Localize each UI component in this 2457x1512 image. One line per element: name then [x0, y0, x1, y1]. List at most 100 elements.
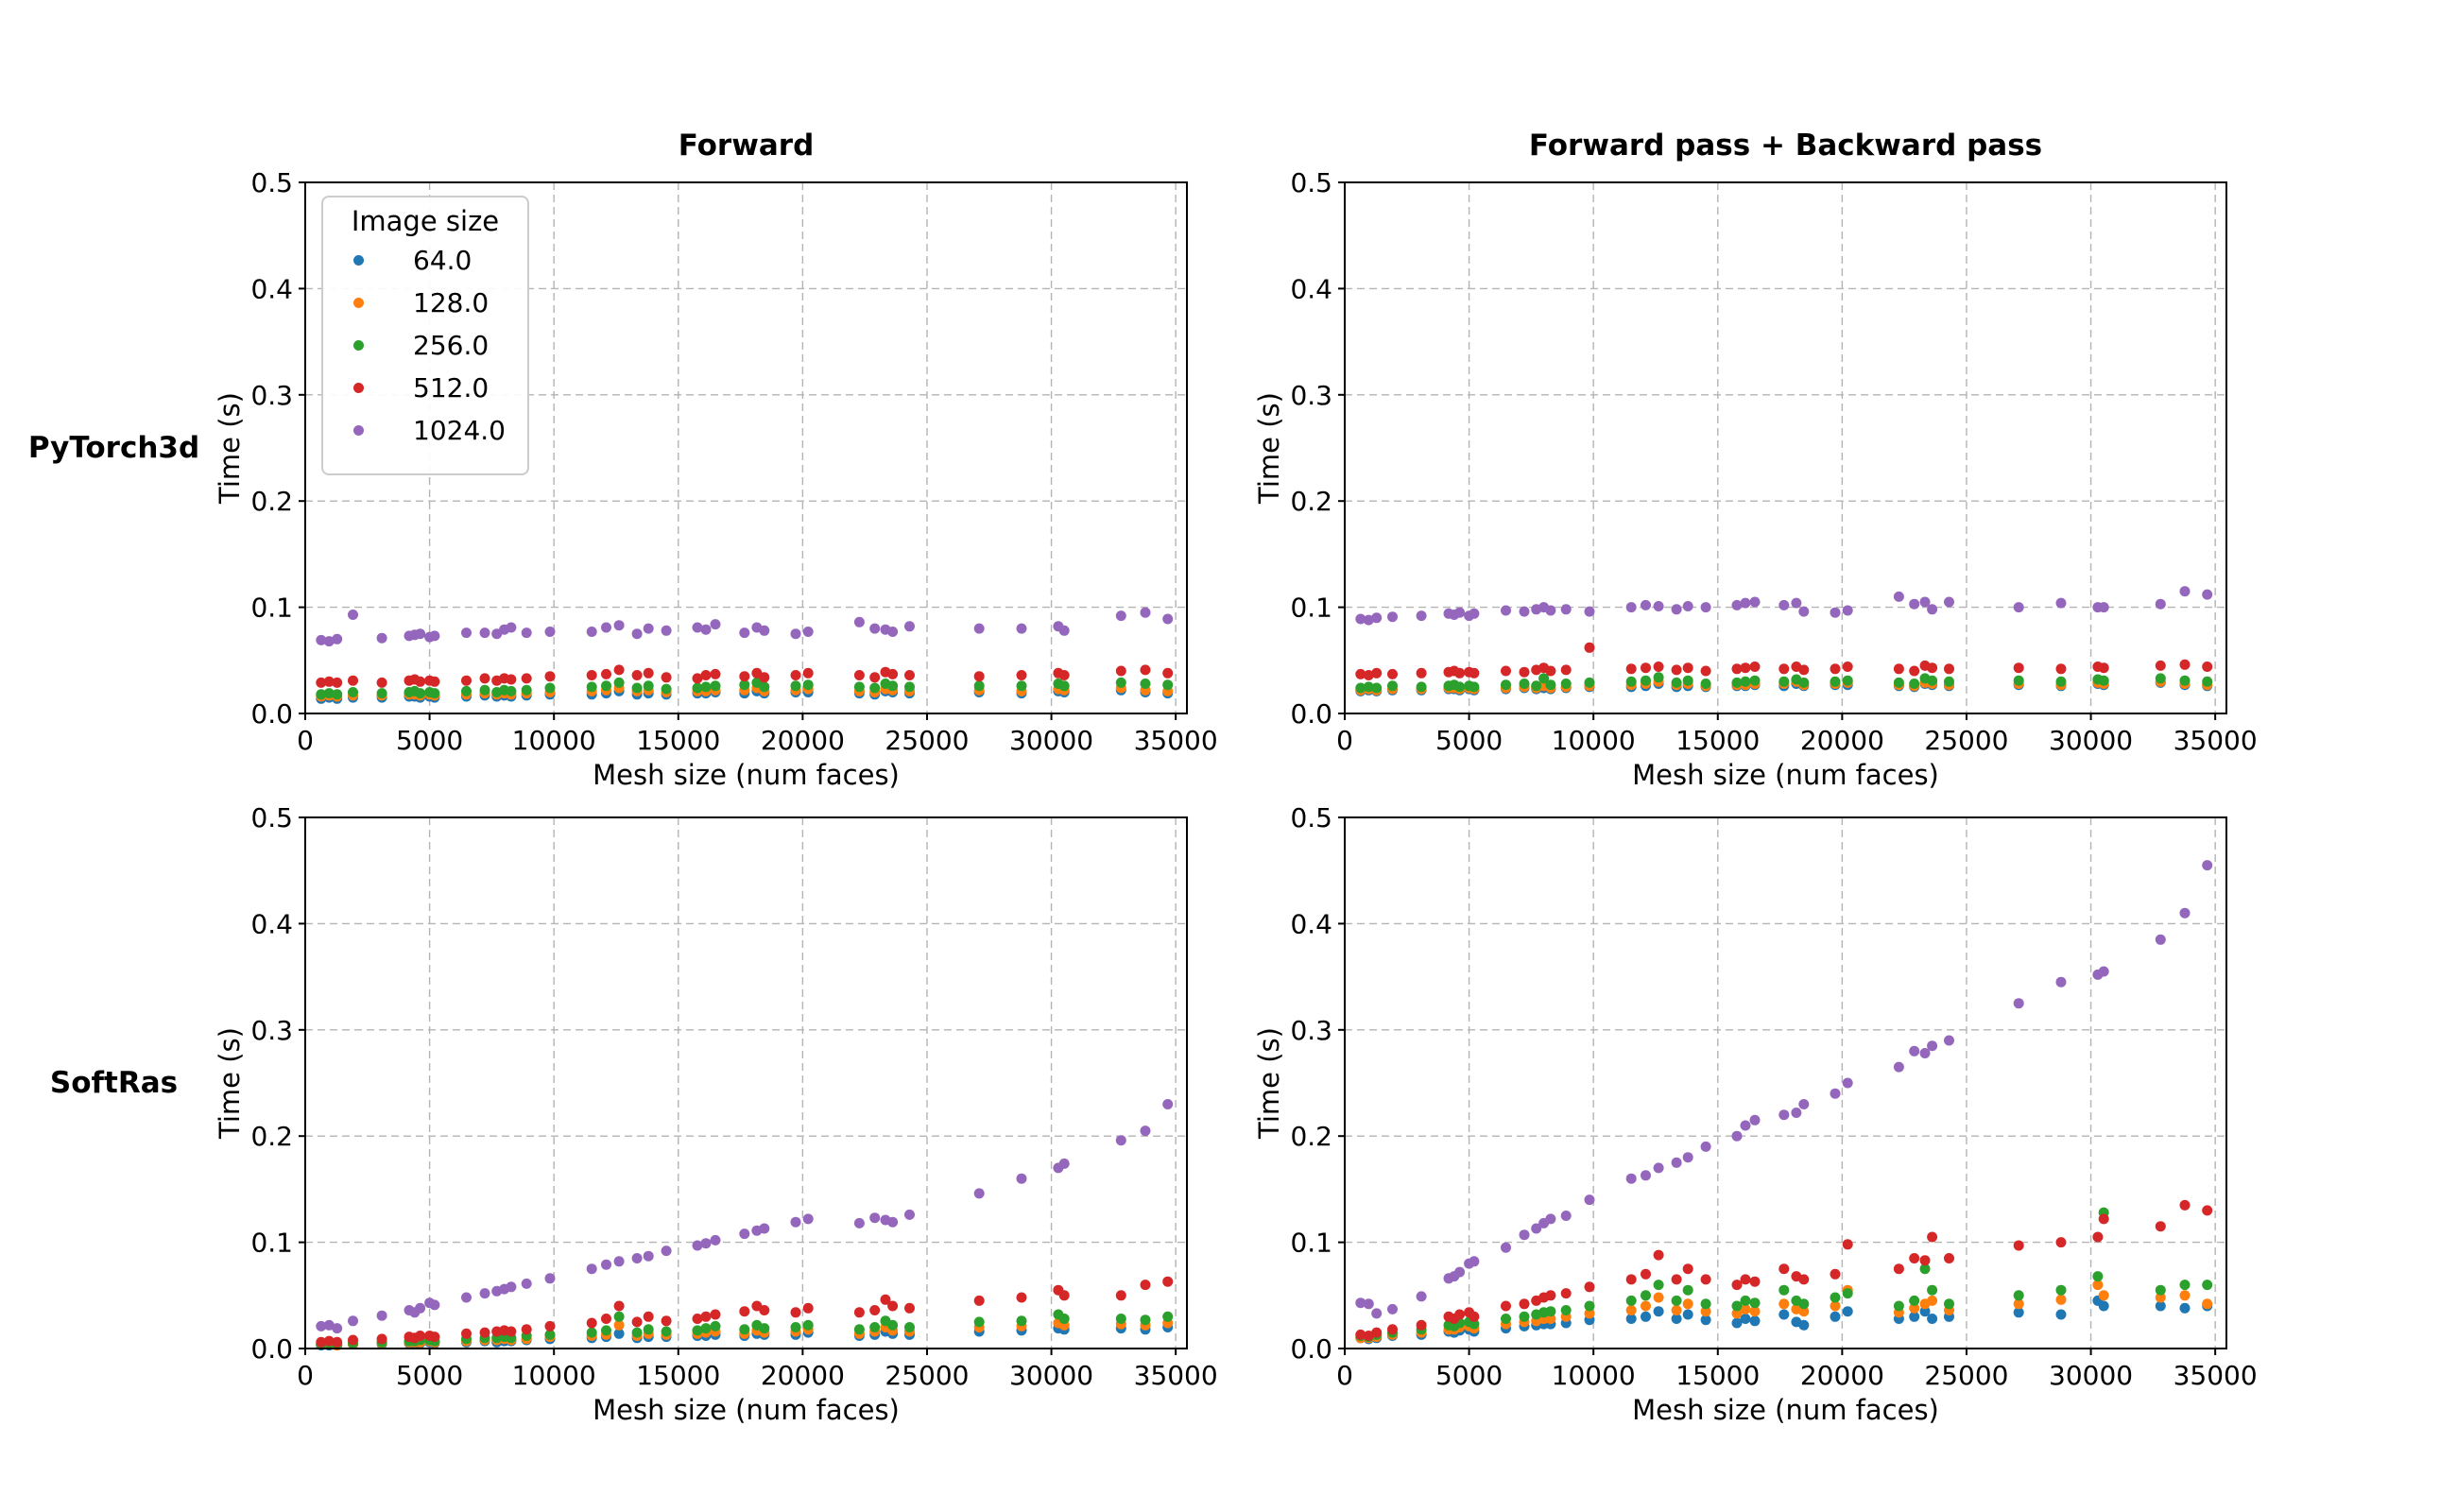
data-point — [853, 681, 865, 693]
legend-entry: 128.0 — [323, 282, 527, 324]
data-point — [1641, 675, 1651, 686]
data-point — [1641, 599, 1651, 610]
data-point — [1355, 668, 1366, 679]
legend-entry: 256.0 — [323, 324, 527, 367]
data-point — [1371, 682, 1383, 694]
data-point — [1653, 1292, 1664, 1303]
data-point — [759, 625, 770, 636]
data-point — [973, 1295, 985, 1306]
data-point — [1740, 597, 1751, 609]
data-point — [461, 1328, 472, 1339]
data-point — [700, 1323, 712, 1334]
x-tick-label: 25000 — [885, 725, 969, 756]
data-point — [1909, 665, 1920, 677]
y-tick-label: 0.4 — [1290, 908, 1332, 939]
data-point — [1731, 663, 1743, 675]
data-point — [1545, 1213, 1556, 1225]
data-point — [601, 1259, 611, 1270]
data-point — [1927, 1295, 1938, 1306]
plot-canvas-pytorch3d-forward-backward: 0 5000 10000 15000 20000 25000 30000 35000 0.0 0.… — [1290, 167, 2257, 756]
data-point — [429, 1299, 440, 1311]
axis-ticks: 0 5000 10000 15000 20000 25000 30000 35000 0.0 0.… — [1290, 802, 2257, 1391]
data-point — [1671, 1295, 1682, 1306]
y-tick-label: 0.0 — [250, 698, 293, 730]
data-point — [2202, 662, 2213, 672]
legend-entry-label: 128.0 — [413, 287, 490, 318]
data-point — [869, 672, 881, 683]
data-point — [853, 1217, 865, 1228]
x-tick-label: 5000 — [396, 725, 463, 756]
data-point — [1058, 1290, 1070, 1301]
data-point — [1371, 667, 1383, 679]
data-point — [1416, 1319, 1427, 1331]
x-tick-label: 10000 — [512, 725, 596, 756]
y-tick-label: 0.4 — [1290, 273, 1332, 304]
x-tick-label: 15000 — [636, 725, 720, 756]
data-point — [1927, 1231, 1938, 1243]
data-point — [1740, 1274, 1751, 1285]
data-point — [2179, 659, 2191, 670]
data-point — [601, 622, 611, 633]
x-tick-label: 5000 — [1435, 725, 1503, 756]
data-point — [710, 680, 721, 692]
data-point — [661, 1315, 672, 1327]
legend-entry-label: 64.0 — [413, 245, 472, 276]
data-point — [316, 677, 327, 688]
data-point — [2092, 1271, 2104, 1282]
data-point — [521, 1278, 532, 1289]
data-point — [1798, 664, 1810, 676]
data-point — [1058, 1314, 1070, 1324]
data-point — [869, 1212, 881, 1224]
data-point — [1641, 1290, 1651, 1301]
data-point — [461, 685, 472, 696]
data-point — [1641, 1311, 1651, 1322]
series-512.0 — [316, 664, 1174, 688]
data-point — [1798, 1319, 1810, 1331]
data-point — [613, 1256, 625, 1267]
data-point — [1791, 597, 1802, 609]
data-point — [790, 1307, 801, 1318]
data-point — [2098, 675, 2109, 686]
data-point — [802, 1213, 814, 1225]
data-point — [1919, 1306, 1931, 1317]
data-point — [415, 1331, 426, 1341]
data-point — [1641, 1300, 1651, 1312]
data-point — [1893, 1061, 1904, 1073]
y-tick-label: 0.1 — [250, 593, 293, 624]
data-point — [1355, 613, 1366, 625]
data-point — [376, 1333, 387, 1345]
data-point — [2055, 1237, 2067, 1248]
data-point — [1909, 1295, 1920, 1306]
series-1024.0 — [1355, 586, 2213, 626]
data-point — [1545, 1290, 1556, 1301]
data-point — [2055, 976, 2067, 988]
y-tick-label: 0.0 — [1290, 1333, 1332, 1365]
data-point — [613, 620, 625, 631]
row-label-pytorch3d: PyTorch3d — [27, 431, 200, 465]
x-tick-label: 5000 — [1435, 1360, 1503, 1391]
row-label-softras: SoftRas — [49, 1066, 179, 1100]
x-tick-label: 10000 — [1552, 1360, 1636, 1391]
data-point — [759, 1223, 770, 1234]
data-point — [1830, 1311, 1841, 1322]
data-point — [1058, 670, 1070, 680]
data-point — [1740, 676, 1751, 687]
data-point — [1842, 1077, 1853, 1089]
data-point — [544, 682, 556, 694]
data-point — [521, 627, 532, 639]
data-point — [790, 628, 801, 640]
x-tick-label: 10000 — [1552, 725, 1636, 756]
data-point — [643, 623, 654, 634]
data-point — [1363, 670, 1374, 680]
data-point — [479, 627, 490, 639]
data-point — [586, 681, 597, 693]
data-point — [1830, 1088, 1841, 1099]
data-point — [1538, 673, 1550, 684]
y-tick-label: 0.3 — [250, 1015, 293, 1046]
data-point — [1387, 680, 1398, 692]
data-point — [1115, 1314, 1126, 1324]
data-point — [700, 1311, 712, 1322]
data-point — [1501, 1300, 1511, 1312]
data-point — [332, 1336, 343, 1348]
data-point — [1560, 664, 1572, 676]
